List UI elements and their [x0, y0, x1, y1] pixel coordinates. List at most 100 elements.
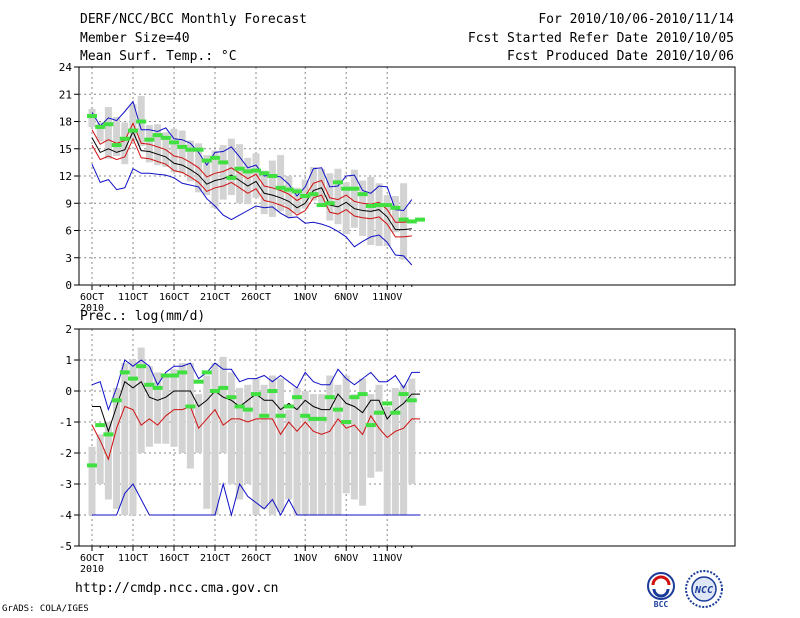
- observed-marker: [259, 413, 270, 418]
- observed-marker: [267, 174, 278, 178]
- observed-marker: [324, 395, 335, 400]
- observed-marker: [406, 398, 417, 403]
- x-tick-label: 26OCT: [241, 553, 271, 564]
- x-tick-label: 6OCT: [80, 553, 104, 564]
- ensemble-band-bar: [219, 356, 227, 453]
- ensemble-band-bar: [186, 363, 194, 469]
- ensemble-band-bar: [383, 406, 391, 515]
- ensemble-band-bar: [301, 391, 309, 515]
- forecast-period: For 2010/10/06-2010/11/14: [538, 12, 734, 27]
- observed-marker: [111, 143, 122, 148]
- ensemble-band-bar: [342, 182, 350, 235]
- ensemble-band-bar: [96, 122, 104, 142]
- x-tick-label: 11NOV: [372, 292, 402, 303]
- observed-marker: [193, 379, 204, 384]
- mean-plus-sd-line: [91, 122, 412, 223]
- observed-marker: [374, 203, 384, 208]
- precip-variable-label: Prec.: log(mm/d): [80, 309, 206, 324]
- ensemble-max-line: [91, 100, 413, 212]
- observed-marker: [398, 392, 409, 397]
- observed-marker: [201, 158, 212, 163]
- fcst-produced-date: Fcst Produced Date 2010/10/06: [507, 49, 734, 64]
- observed-marker: [234, 404, 245, 409]
- x-tick-label: 11OCT: [118, 553, 148, 564]
- ensemble-band-bar: [227, 138, 235, 196]
- observed-marker: [185, 404, 196, 409]
- observed-marker: [144, 137, 155, 142]
- observed-marker: [87, 114, 97, 119]
- plot-frame: [78, 328, 736, 547]
- ensemble-band-bar: [121, 363, 129, 515]
- ensemble-max-line: [91, 359, 420, 412]
- observed-marker: [365, 423, 376, 428]
- ensemble-band-bar: [113, 387, 121, 509]
- ensemble-band-bar: [211, 363, 219, 515]
- ensemble-band-bar: [244, 157, 252, 205]
- observed-marker: [292, 189, 302, 194]
- source-url[interactable]: http://cmdp.ncc.cma.gov.cn: [75, 581, 279, 596]
- ensemble-band-bar: [367, 394, 375, 478]
- x-tick-label: 1NOV: [293, 553, 317, 564]
- ensemble-band-bar: [88, 446, 96, 515]
- x-tick-label: 6NOV: [334, 553, 358, 564]
- y-tick-label: 21: [59, 88, 72, 101]
- observed-marker: [95, 423, 106, 428]
- ensemble-band-bar: [203, 155, 211, 196]
- observed-marker: [136, 119, 147, 124]
- member-size: Member Size=40: [80, 31, 190, 46]
- plot-frame: [78, 66, 736, 286]
- observed-marker: [128, 376, 138, 381]
- observed-marker: [185, 147, 196, 152]
- observed-marker: [210, 389, 220, 393]
- observed-marker: [103, 432, 114, 437]
- observed-marker: [234, 166, 245, 171]
- ensemble-band-bar: [383, 195, 391, 246]
- observed-marker: [341, 186, 352, 191]
- observed-marker: [259, 171, 270, 176]
- observed-marker: [283, 187, 294, 192]
- observed-marker: [136, 364, 147, 369]
- ensemble-band-bar: [326, 375, 334, 515]
- ensemble-band-bar: [293, 387, 301, 515]
- x-tick-label: 11OCT: [118, 292, 148, 303]
- ensemble-band-bar: [162, 375, 170, 444]
- ensemble-band-bar: [260, 384, 268, 509]
- y-tick-label: -4: [59, 509, 73, 522]
- observed-marker: [177, 144, 188, 149]
- x-tick-label: 16OCT: [159, 553, 189, 564]
- observed-marker: [316, 203, 327, 208]
- observed-marker: [128, 128, 138, 133]
- y-tick-label: 6: [65, 225, 72, 238]
- observed-marker: [119, 370, 130, 375]
- x-tick-label: 6NOV: [334, 292, 358, 303]
- y-tick-label: 24: [59, 61, 73, 74]
- observed-marker: [333, 180, 343, 185]
- observed-marker: [251, 392, 261, 397]
- ncc-logo-icon: NCC: [685, 570, 723, 608]
- x-tick-label: 16OCT: [159, 292, 189, 303]
- observed-marker: [152, 385, 163, 390]
- ensemble-band-bar: [334, 168, 342, 225]
- ensemble-band-bar: [219, 145, 227, 200]
- ensemble-band-bar: [104, 422, 112, 500]
- observed-marker: [308, 192, 319, 197]
- observed-marker: [357, 192, 368, 197]
- ensemble-band-bar: [408, 378, 416, 484]
- ensemble-band-bar: [277, 378, 285, 512]
- ensemble-band-bar: [129, 360, 137, 515]
- ensemble-band-bar: [359, 180, 367, 236]
- observed-marker: [365, 203, 376, 208]
- ensemble-band-bar: [277, 155, 285, 212]
- observed-marker: [152, 133, 163, 138]
- x-tick-label: 2010: [80, 564, 104, 575]
- observed-marker: [415, 217, 425, 222]
- observed-marker: [333, 407, 343, 412]
- observed-marker: [201, 370, 212, 375]
- observed-marker: [300, 193, 311, 198]
- y-tick-label: 0: [65, 385, 72, 398]
- logo-left-text: BCC: [654, 600, 669, 609]
- observed-marker: [275, 413, 286, 418]
- ensemble-band-bar: [186, 140, 194, 182]
